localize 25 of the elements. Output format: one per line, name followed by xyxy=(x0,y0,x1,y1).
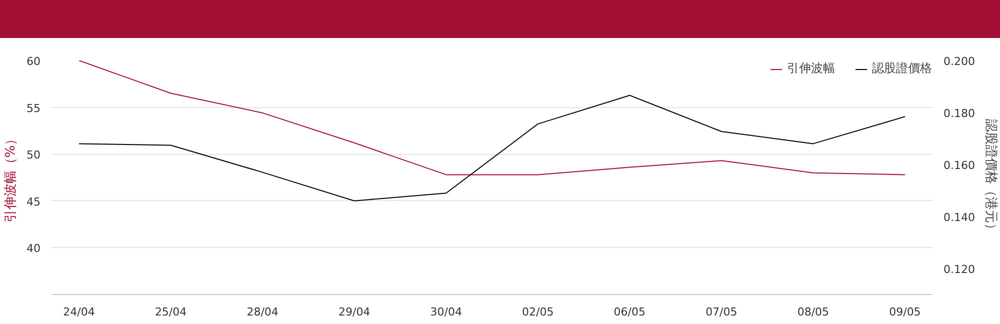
y-tick-label: 45 xyxy=(26,195,41,208)
y-tick-label: 40 xyxy=(26,242,41,256)
y-axis-title: 引伸波幅（%） xyxy=(4,132,19,223)
x-tick-label: 29/04 xyxy=(338,306,370,318)
x-tick-label: 24/04 xyxy=(63,306,95,318)
x-tick-label: 28/04 xyxy=(246,306,278,318)
y2-tick-label: 0.160 xyxy=(944,159,975,172)
x-tick-label: 02/05 xyxy=(522,306,554,318)
y-tick-label: 50 xyxy=(26,148,41,162)
x-tick-label: 07/05 xyxy=(706,306,738,318)
x-tick-label: 06/05 xyxy=(614,306,646,318)
x-tick-label: 09/05 xyxy=(889,306,921,318)
y2-tick-label: 0.140 xyxy=(944,211,975,224)
y2-axis-title: 認股證價格（港元） xyxy=(982,119,998,236)
legend-label: 認股證價格 xyxy=(872,60,932,77)
legend-label: 引伸波幅 xyxy=(787,60,835,77)
y-tick-label: 55 xyxy=(26,102,41,115)
y2-tick-label: 0.180 xyxy=(944,107,975,120)
y2-tick-label: 0.120 xyxy=(944,263,975,276)
y2-tick-label: 0.200 xyxy=(944,55,975,68)
x-tick-label: 30/04 xyxy=(430,306,462,318)
x-tick-label: 25/04 xyxy=(154,306,187,318)
y-tick-label: 60 xyxy=(26,55,41,68)
line-series xyxy=(78,94,906,202)
x-tick-label: 08/05 xyxy=(797,306,830,318)
